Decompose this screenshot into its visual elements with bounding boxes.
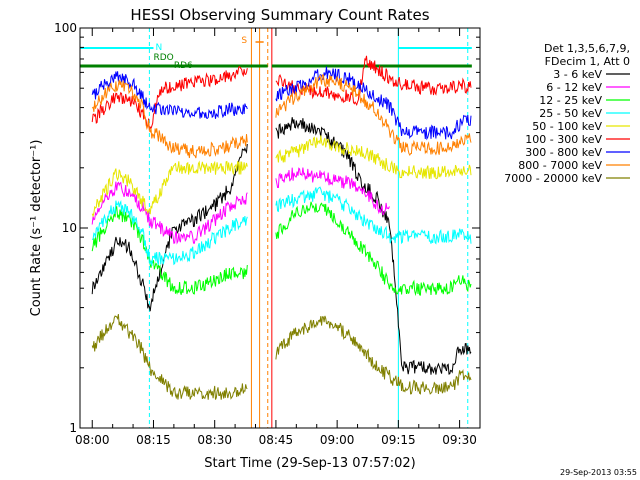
series-line-8 xyxy=(91,314,248,400)
series-line-1 xyxy=(275,167,390,216)
timestamp: 29-Sep-2013 03:55 xyxy=(560,468,637,477)
axes-layer: 08:00 08:15 08:30 08:45 09:00 09:15 09:30 1 10 10… xyxy=(54,21,481,447)
series-line-6 xyxy=(91,71,248,120)
y-tick-label: 10 xyxy=(62,221,77,235)
chart-title: HESSI Observing Summary Count Rates xyxy=(130,6,429,24)
flag-label-rdo: RDO xyxy=(153,53,173,63)
x-tick-label: 08:15 xyxy=(136,433,171,447)
x-tick-label: 08:45 xyxy=(259,433,294,447)
series-line-6 xyxy=(275,66,472,141)
flag-label-rd6: RD6 xyxy=(174,61,193,71)
legend-header: Det 1,3,5,6,7,9, xyxy=(544,42,630,55)
legend-label: 100 - 300 keV xyxy=(525,133,602,146)
series-line-3 xyxy=(91,199,248,266)
y-axis-label: Count Rate (s⁻¹ detector⁻¹) xyxy=(29,140,44,317)
x-tick-label: 09:30 xyxy=(442,433,477,447)
y-tick-label: 1 xyxy=(69,421,77,435)
x-tick-label: 09:00 xyxy=(320,433,355,447)
legend-label: 7000 - 20000 keV xyxy=(504,172,602,185)
series-line-0 xyxy=(275,117,472,375)
legend-label: 3 - 6 keV xyxy=(553,68,602,81)
series-line-3 xyxy=(275,186,472,245)
legend: Det 1,3,5,6,7,9,FDecim 1, Att 03 - 6 keV… xyxy=(504,42,630,185)
series-line-4 xyxy=(91,160,248,218)
series-line-7 xyxy=(275,74,472,157)
legend-label: 50 - 100 keV xyxy=(532,120,602,133)
series-line-1 xyxy=(91,181,248,245)
y-tick-label: 100 xyxy=(54,21,77,35)
flag-label-s: S xyxy=(241,36,247,46)
legend-label: 6 - 12 keV xyxy=(546,81,602,94)
x-tick-label: 08:30 xyxy=(197,433,232,447)
x-tick-label: 08:00 xyxy=(75,433,110,447)
series-line-8 xyxy=(275,315,472,395)
flag-label-n: N xyxy=(155,43,162,53)
legend-label: 800 - 7000 keV xyxy=(518,159,602,172)
legend-label: 12 - 25 keV xyxy=(539,94,602,107)
series-line-2 xyxy=(91,205,248,295)
legend-label: 25 - 50 keV xyxy=(539,107,602,120)
x-tick-label: 09:15 xyxy=(381,433,416,447)
series-line-0 xyxy=(91,143,248,312)
series-layer xyxy=(91,55,472,400)
series-line-2 xyxy=(275,201,472,297)
legend-label: 300 - 800 keV xyxy=(525,146,602,159)
series-line-5 xyxy=(91,65,248,130)
series-line-4 xyxy=(275,135,472,180)
legend-header: FDecim 1, Att 0 xyxy=(545,55,630,68)
series-line-7 xyxy=(91,79,248,159)
x-axis-label: Start Time (29-Sep-13 07:57:02) xyxy=(204,456,415,471)
